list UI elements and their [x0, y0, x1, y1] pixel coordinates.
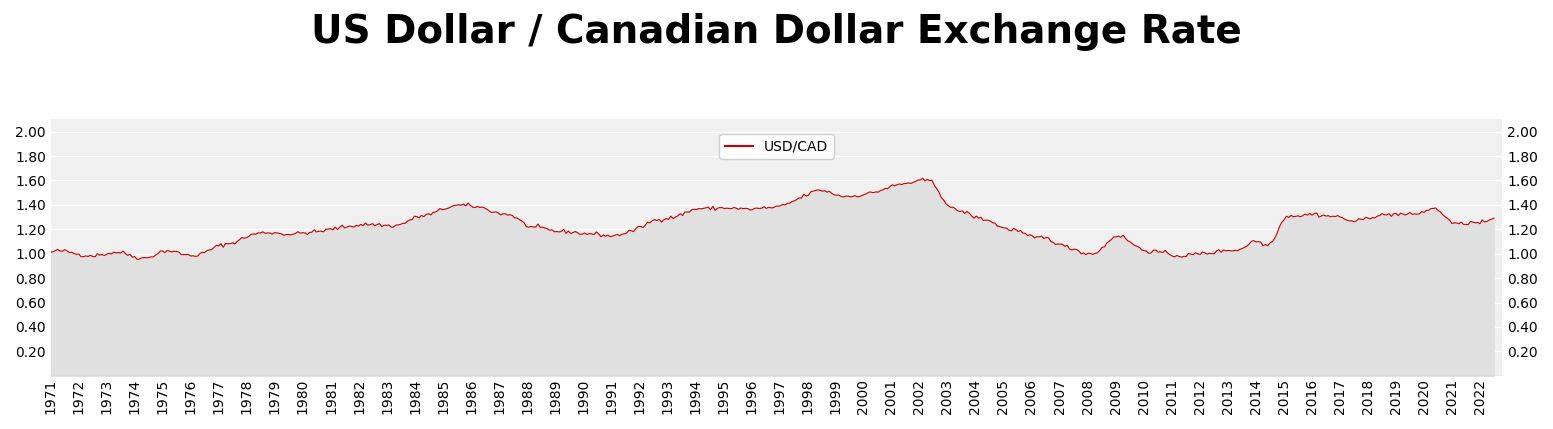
- Legend: USD/CAD: USD/CAD: [719, 134, 834, 159]
- Text: US Dollar / Canadian Dollar Exchange Rate: US Dollar / Canadian Dollar Exchange Rat…: [311, 13, 1242, 51]
